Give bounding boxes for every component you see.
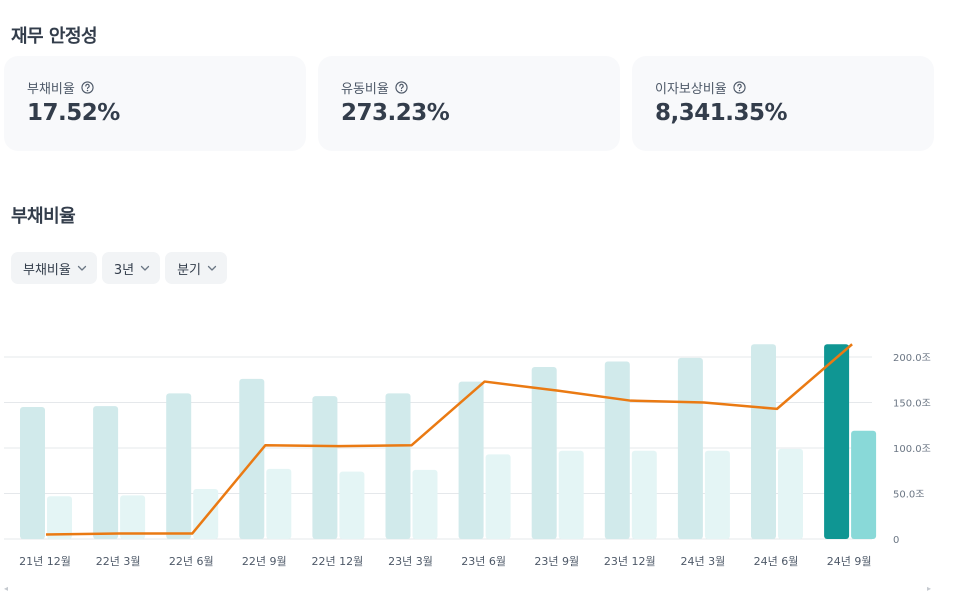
bar-secondary[interactable] — [558, 450, 584, 539]
x-tick-label: 22년 9월 — [242, 555, 287, 568]
metric-label-text: 유동비율 — [341, 82, 389, 97]
chevron-down-icon — [77, 265, 86, 271]
bar-primary[interactable] — [458, 381, 484, 539]
bar-secondary[interactable] — [120, 495, 146, 539]
question-circle-icon[interactable] — [733, 81, 746, 94]
y-tick-label: 200.0조 — [893, 353, 931, 364]
period-select-label: 3년 — [113, 262, 135, 278]
chevron-down-icon — [207, 265, 217, 271]
bar-primary[interactable] — [531, 367, 557, 539]
interval-select[interactable]: 분기 — [165, 252, 227, 284]
bar-primary[interactable] — [166, 393, 192, 539]
x-tick-label: 22년 12월 — [312, 555, 364, 568]
x-tick-label: 24년 9월 — [827, 555, 872, 568]
metric-select[interactable]: 부채비율 — [11, 252, 97, 284]
metric-label: 유동비율 — [341, 78, 408, 97]
scroll-left-icon[interactable]: ◂ — [4, 584, 9, 593]
metric-cards: 부채비율 17.52% 유동비율 273.23% 이자보상비율 8,341.35… — [4, 56, 936, 151]
x-tick-label: 21년 12월 — [19, 555, 71, 568]
chart-filters: 부채비율 3년 분기 — [11, 252, 227, 284]
x-tick-label: 23년 9월 — [534, 555, 579, 568]
x-tick-label: 23년 6월 — [461, 555, 506, 568]
line-series — [45, 343, 853, 536]
metric-label: 이자보상비율 — [655, 78, 746, 97]
interval-select-label: 분기 — [177, 262, 201, 278]
metric-label-text: 부채비율 — [27, 82, 75, 97]
metric-card-debt-ratio: 부채비율 17.52% — [4, 56, 306, 151]
bar-secondary[interactable] — [851, 430, 877, 539]
y-tick-label: 0 — [893, 535, 899, 546]
x-tick-label: 23년 12월 — [604, 555, 656, 568]
metric-card-interest-coverage: 이자보상비율 8,341.35% — [632, 56, 934, 151]
bar-secondary[interactable] — [47, 496, 72, 539]
bar-secondary[interactable] — [266, 468, 292, 539]
bar-primary[interactable] — [239, 378, 265, 539]
metric-select-label: 부채비율 — [23, 262, 71, 278]
y-tick-label: 150.0조 — [893, 399, 931, 410]
x-tick-label: 24년 6월 — [754, 555, 799, 568]
period-select[interactable]: 3년 — [101, 252, 161, 284]
chevron-down-icon — [140, 265, 150, 271]
scroll-right-icon[interactable]: ▸ — [927, 584, 932, 593]
x-tick-label: 22년 6월 — [169, 555, 214, 568]
bar-secondary[interactable] — [412, 469, 438, 539]
bar-primary[interactable] — [824, 344, 850, 539]
metric-value: 17.52% — [27, 100, 120, 126]
section-title-financial-stability: 재무 안정성 — [11, 26, 98, 47]
x-tick-label: 23년 3월 — [388, 555, 433, 568]
chart-x-labels: 21년 12월 22년 3월 22년 6월 22년 9월 22년 12월 23년 3월 23… — [19, 555, 871, 568]
question-circle-icon[interactable] — [81, 81, 94, 94]
chart-line — [45, 343, 853, 536]
metric-label-text: 이자보상비율 — [655, 82, 727, 97]
y-tick-label: 100.0조 — [893, 444, 931, 455]
bar-primary[interactable] — [385, 393, 411, 539]
chart-y-ticks: 0 50.0조 100.0조 150.0조 200.0조 — [893, 353, 931, 546]
debt-ratio-chart: 0 50.0조 100.0조 150.0조 200.0조 21년 12월 22년 3월 22… — [4, 343, 931, 568]
bar-primary[interactable] — [20, 407, 45, 539]
y-tick-label: 50.0조 — [893, 490, 924, 501]
metric-card-current-ratio: 유동비율 273.23% — [318, 56, 620, 151]
bar-secondary[interactable] — [704, 450, 730, 539]
metric-value: 273.23% — [341, 100, 450, 126]
metric-label: 부채비율 — [27, 78, 94, 97]
bar-secondary[interactable] — [631, 450, 657, 539]
bar-primary[interactable] — [312, 396, 338, 539]
bar-primary[interactable] — [604, 361, 630, 539]
metric-value: 8,341.35% — [655, 100, 788, 126]
x-tick-label: 22년 3월 — [96, 555, 141, 568]
bar-primary[interactable] — [93, 406, 119, 539]
chart-bars — [20, 344, 877, 539]
bar-primary[interactable] — [751, 344, 776, 539]
section-title-debt-ratio: 부채비율 — [11, 206, 76, 227]
bar-secondary[interactable] — [485, 454, 511, 539]
x-tick-label: 24년 3월 — [681, 555, 726, 568]
bar-primary[interactable] — [677, 357, 703, 539]
bar-secondary[interactable] — [193, 488, 219, 539]
question-circle-icon[interactable] — [395, 81, 408, 94]
bar-secondary[interactable] — [778, 448, 803, 539]
bar-secondary[interactable] — [339, 471, 365, 539]
